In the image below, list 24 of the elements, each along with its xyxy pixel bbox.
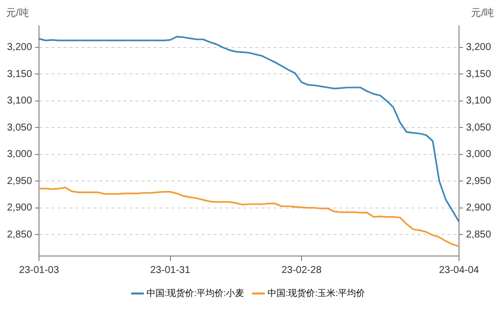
y-tick-label: 3,100 — [6, 96, 32, 107]
y-tick-label: 2,850 — [6, 229, 32, 240]
y2-tick-label: 3,100 — [466, 96, 492, 107]
y2-tick-label: 3,000 — [466, 149, 492, 160]
x-tick-label: 23-04-04 — [438, 264, 480, 276]
y-tick-label: 3,000 — [6, 149, 32, 160]
y-tick-label: 3,050 — [6, 122, 32, 134]
y2-tick-label: 2,900 — [466, 202, 492, 214]
y2-tick-label: 3,200 — [466, 42, 492, 54]
x-tick-label: 23-01-31 — [150, 264, 191, 276]
legend-label: 中国:现货价:平均价:小麦 — [146, 288, 244, 298]
y2-tick-label: 2,850 — [466, 229, 492, 240]
y-tick-label: 3,150 — [6, 68, 32, 80]
legend-label: 中国:现货价:玉米:平均价 — [268, 288, 366, 298]
y2-tick-label: 3,050 — [466, 122, 492, 134]
y-tick-label: 2,900 — [6, 202, 32, 214]
y2-axis-title: 元/吨 — [471, 6, 494, 19]
y-tick-label: 3,200 — [6, 42, 32, 54]
y2-tick-label: 3,150 — [466, 68, 492, 80]
x-tick-label: 23-01-03 — [19, 264, 60, 276]
x-tick-label: 23-02-28 — [281, 264, 322, 276]
y2-tick-label: 2,950 — [466, 176, 492, 187]
y-axis-title: 元/吨 — [6, 6, 29, 19]
y-tick-label: 2,950 — [6, 176, 32, 187]
